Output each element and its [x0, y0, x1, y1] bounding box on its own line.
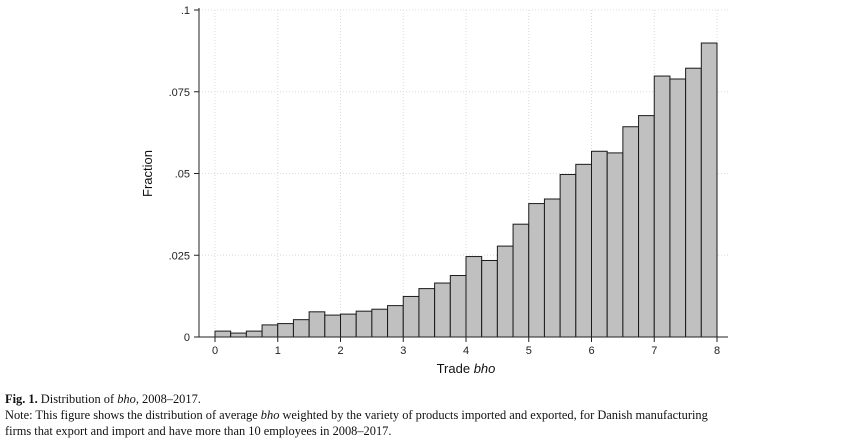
- y-tick-label: .025: [169, 250, 190, 262]
- histogram-bar: [214, 330, 232, 338]
- y-tick-label: .075: [169, 87, 190, 99]
- histogram-bar: [685, 67, 702, 338]
- x-axis-title-italic: bho: [474, 361, 496, 376]
- histogram-bar: [371, 308, 389, 338]
- axes-layer: 0 .025 .05 .075 .1 0 1 2 3 4 5 6 7 8: [169, 5, 728, 357]
- histogram-bar: [575, 163, 592, 338]
- x-tick-label: 2: [337, 345, 343, 357]
- figure-label: Fig. 1.: [5, 392, 38, 406]
- histogram-bar: [700, 42, 718, 338]
- histogram-bar: [340, 313, 357, 338]
- histogram-bar: [512, 223, 530, 338]
- histogram-bar: [324, 314, 341, 338]
- y-axis-title: Fraction: [140, 150, 155, 197]
- histogram-bar: [528, 203, 545, 338]
- y-tick-label: .1: [181, 5, 190, 17]
- bars-layer: [214, 42, 718, 338]
- histogram-bar: [622, 126, 640, 338]
- histogram-bar: [355, 310, 373, 338]
- caption-title-pre: Distribution of: [37, 392, 118, 406]
- y-tick-label: 0: [184, 332, 190, 344]
- histogram-bar: [230, 332, 247, 338]
- x-axis-title: Trade bho: [437, 361, 496, 376]
- histogram-bar: [543, 198, 561, 338]
- figure-caption: Fig. 1. Distribution of bho, 2008–2017. …: [5, 391, 863, 439]
- y-tick-label: .05: [175, 169, 190, 181]
- histogram-bar: [465, 256, 483, 338]
- histogram-bar: [402, 295, 420, 338]
- caption-title-italic: bho: [117, 392, 136, 406]
- histogram-bar: [434, 282, 451, 338]
- histogram-chart: 0 .025 .05 .075 .1 0 1 2 3 4 5 6 7 8 Fraction Trade b…: [140, 5, 728, 376]
- caption-note-line-1: Note: This figure shows the distribution…: [5, 407, 863, 423]
- x-tick-label: 1: [275, 345, 281, 357]
- x-tick-label: 3: [400, 345, 406, 357]
- histogram-bar: [591, 150, 608, 338]
- histogram-bar: [669, 78, 687, 338]
- caption-note-line-2: firms that export and import and have mo…: [5, 424, 392, 438]
- x-tick-label: 4: [463, 345, 469, 357]
- histogram-bar: [261, 324, 279, 338]
- x-tick-label: 8: [714, 345, 720, 357]
- histogram-bar: [418, 288, 436, 338]
- x-tick-label: 5: [526, 345, 532, 357]
- histogram-bar: [496, 245, 514, 338]
- caption-note-italic: bho: [260, 408, 280, 422]
- caption-title-post: , 2008–2017.: [135, 392, 201, 406]
- histogram-bar: [245, 330, 263, 338]
- histogram-bar: [277, 323, 294, 338]
- x-axis-title-prefix: Trade: [437, 361, 474, 376]
- x-tick-label: 6: [588, 345, 594, 357]
- x-tick-label: 0: [212, 345, 218, 357]
- histogram-bar: [292, 319, 310, 338]
- histogram-bar: [387, 305, 404, 338]
- histogram-bar: [606, 152, 624, 338]
- histogram-bar: [653, 75, 671, 338]
- histogram-bar: [481, 259, 498, 338]
- caption-note-pre: Note: This figure shows the distribution…: [5, 408, 261, 422]
- x-tick-label: 7: [651, 345, 657, 357]
- histogram-bar: [308, 311, 326, 338]
- caption-title: Fig. 1. Distribution of bho, 2008–2017.: [5, 391, 863, 407]
- histogram-bar: [449, 275, 467, 338]
- histogram-bar: [559, 173, 577, 338]
- histogram-bar: [638, 115, 655, 338]
- caption-note-post: weighted by the variety of products impo…: [279, 408, 708, 422]
